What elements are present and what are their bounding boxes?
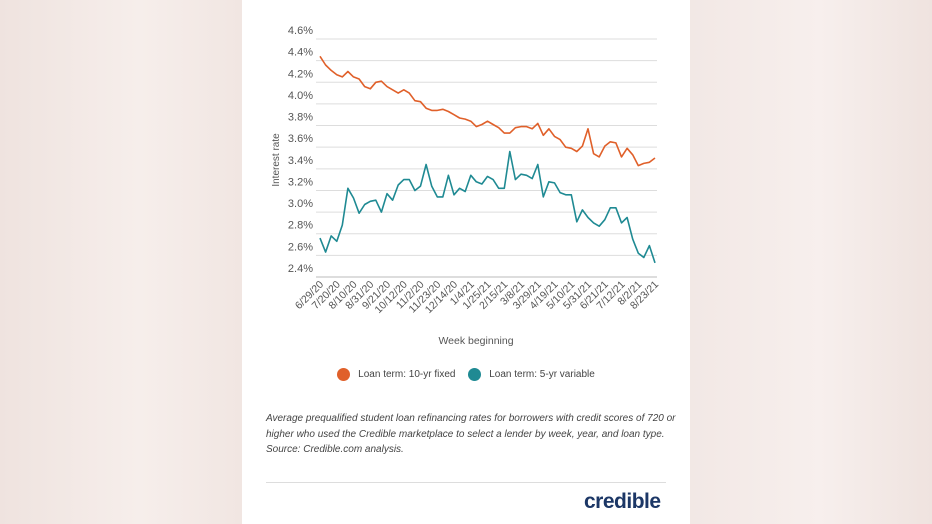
orange-dot-icon <box>337 368 351 381</box>
legend-item-10yr-fixed: Loan term: 10-yr fixed <box>337 368 455 381</box>
credible-logo: credible <box>584 490 661 513</box>
legend-label: Loan term: 5-yr variable <box>489 369 595 380</box>
chart-caption: Average prequalified student loan refina… <box>266 413 676 455</box>
y-tick-label: 3.4% <box>288 155 313 167</box>
y-tick-label: 3.0% <box>288 198 313 210</box>
y-tick-label: 3.8% <box>288 112 313 124</box>
divider <box>266 482 666 483</box>
line-chart: 2.4% 2.6% 2.8% 3.0% 3.2% 3.4% 3.6% 3.8% 4.0% 4.2%… <box>271 25 661 347</box>
y-tick-label: 3.2% <box>288 176 313 188</box>
series-line-1 <box>319 150 656 264</box>
y-tick-label: 4.6% <box>288 25 313 37</box>
y-tick-label: 3.6% <box>288 133 313 145</box>
legend: Loan term: 10-yr fixed Loan term: 5-yr v… <box>0 368 932 384</box>
series-line-0 <box>319 55 656 167</box>
legend-label: Loan term: 10-yr fixed <box>358 369 456 380</box>
y-tick-label: 2.6% <box>288 241 313 253</box>
y-tick-label: 4.0% <box>288 90 313 102</box>
y-tick-label: 2.8% <box>288 220 313 232</box>
y-tick-label: 2.4% <box>288 263 313 275</box>
y-tick-label: 4.4% <box>288 47 313 59</box>
chart-card <box>242 0 690 524</box>
teal-dot-icon <box>468 368 482 381</box>
legend-item-5yr-variable: Loan term: 5-yr variable <box>468 368 595 381</box>
y-tick-label: 4.2% <box>288 68 313 80</box>
x-axis-label: Week beginning <box>438 335 513 347</box>
y-axis-label: Interest rate <box>271 133 282 187</box>
